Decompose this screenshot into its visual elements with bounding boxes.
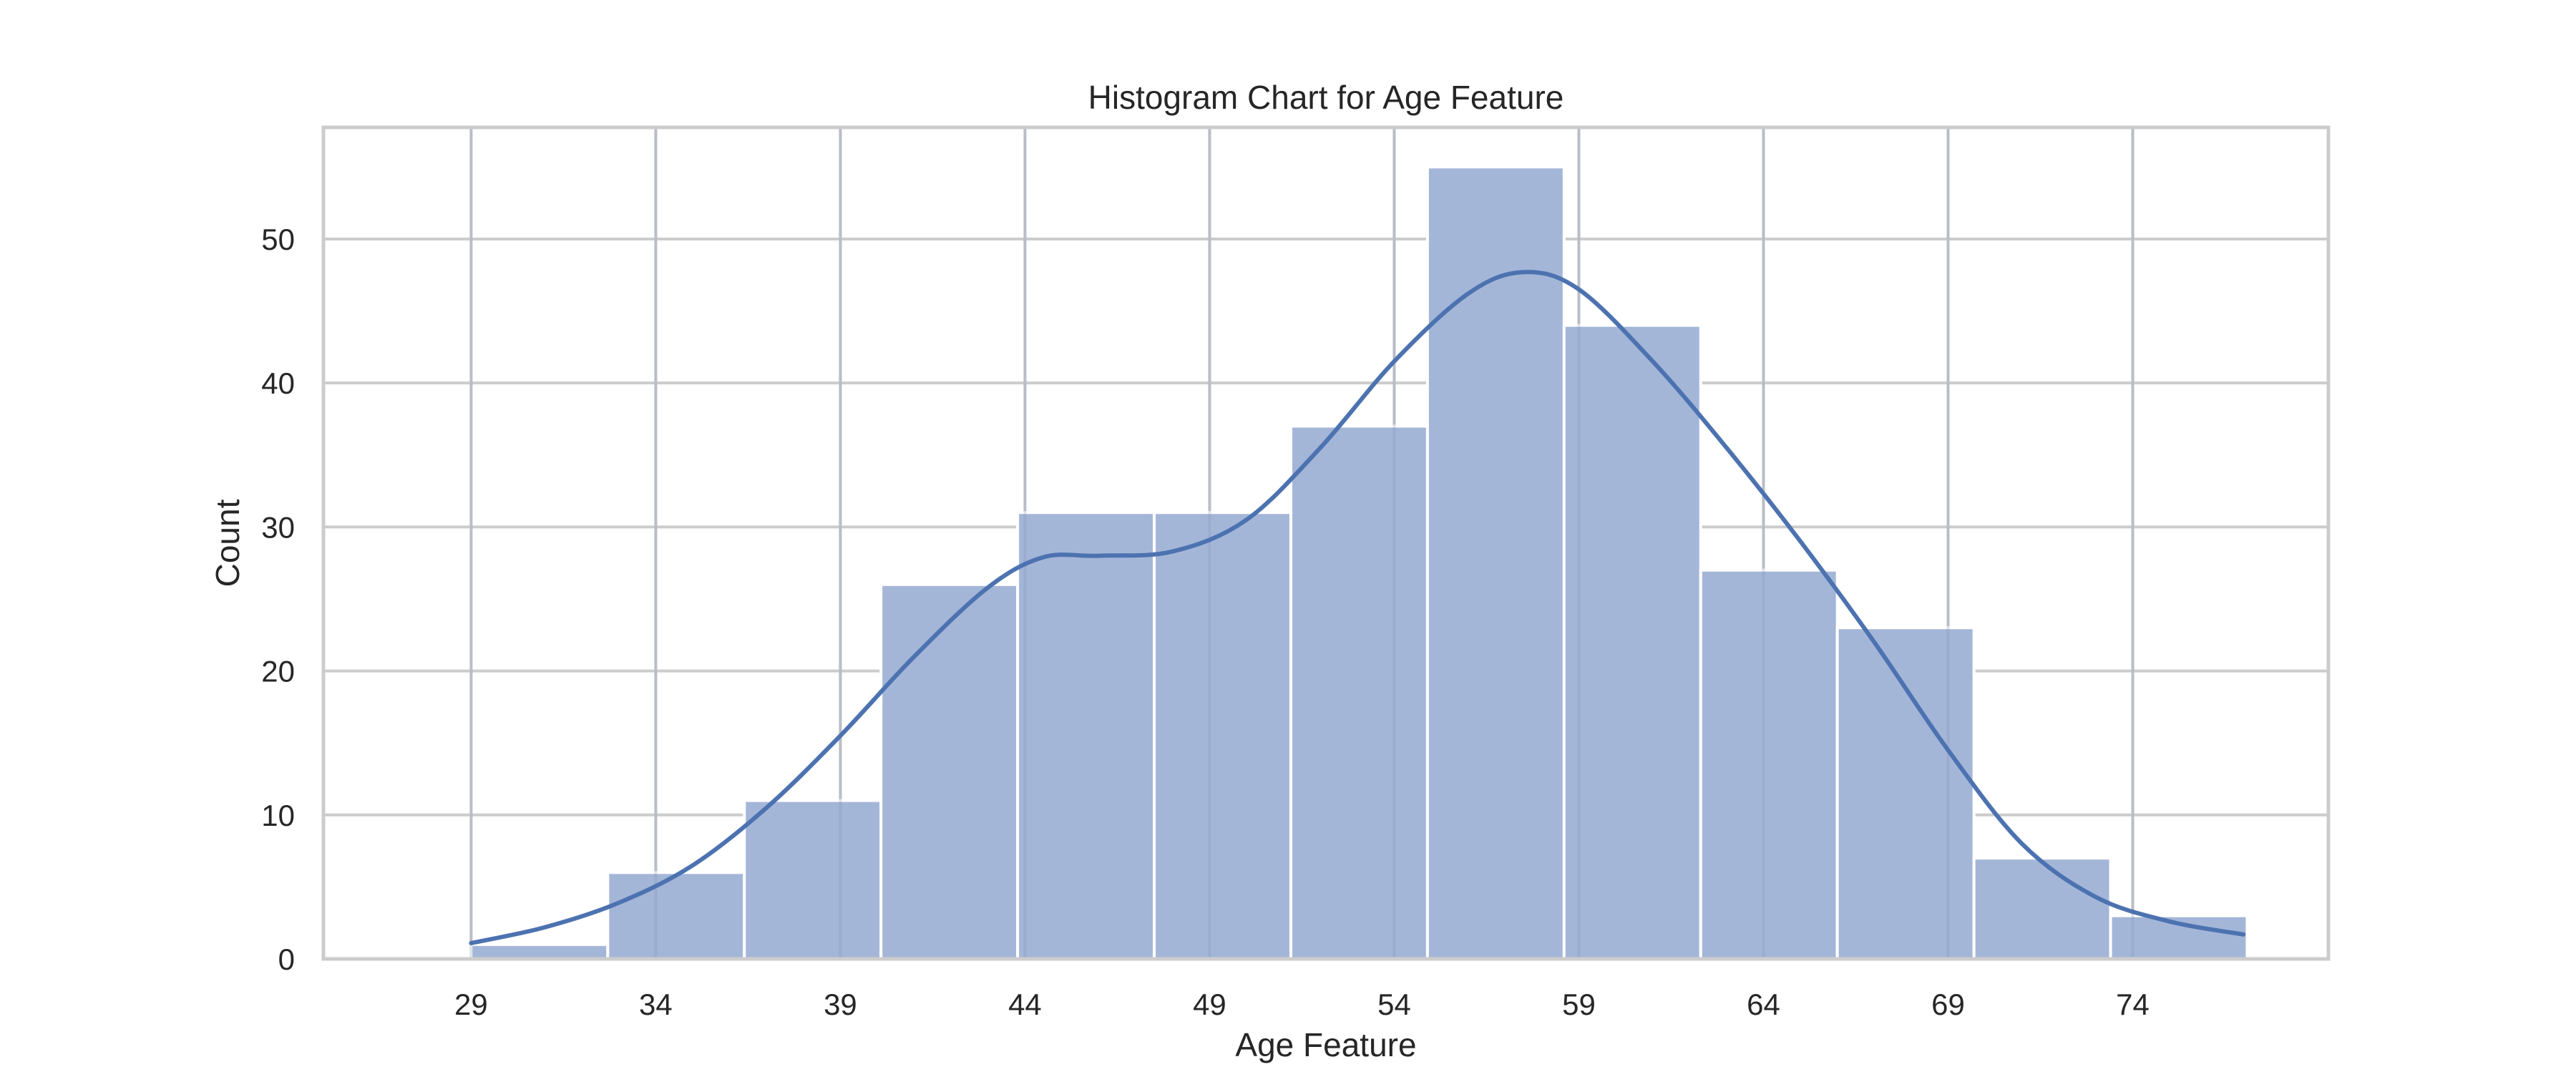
x-tick-label: 39 [824, 988, 857, 1021]
histogram-bar [743, 799, 883, 960]
x-tick-label: 74 [2116, 988, 2150, 1021]
histogram-bars [469, 127, 2249, 960]
histogram-bar [1016, 511, 1156, 960]
y-axis-label: Count [209, 499, 246, 587]
y-tick-label: 0 [278, 942, 295, 976]
histogram-bar [1425, 165, 1566, 960]
x-tick-label: 34 [639, 988, 673, 1021]
y-tick-label: 50 [261, 223, 295, 256]
histogram-bar [1153, 511, 1292, 960]
x-tick-labels: 29 34 39 44 49 54 59 64 69 74 [454, 988, 2150, 1021]
histogram-bar [1562, 323, 1702, 960]
x-tick-label: 49 [1193, 988, 1226, 1021]
x-tick-label: 69 [1931, 988, 1965, 1021]
kde-curve-group [469, 270, 2246, 945]
x-tick-label: 44 [1008, 988, 1042, 1021]
x-tick-label: 29 [454, 988, 488, 1021]
histogram-bar [879, 583, 1020, 960]
y-tick-label: 40 [261, 366, 295, 400]
histogram-bar [1699, 568, 1839, 960]
histogram-bar [1289, 424, 1429, 960]
y-tick-label: 20 [261, 655, 295, 688]
x-tick-label: 59 [1562, 988, 1596, 1021]
histogram-bar [1835, 626, 1976, 960]
histogram-bar [606, 871, 746, 960]
chart-title: Histogram Chart for Age Feature [1088, 79, 1564, 116]
histogram-bar [1972, 857, 2112, 960]
plot-frame [321, 125, 2331, 961]
x-axis-label: Age Feature [1235, 1026, 1416, 1063]
y-tick-label: 10 [261, 799, 295, 832]
histogram-bar [469, 942, 610, 960]
kde-curve [469, 270, 2246, 945]
y-tick-labels: 0 10 20 30 40 50 [261, 223, 295, 976]
y-tick-label: 30 [261, 510, 295, 544]
x-tick-label: 54 [1377, 988, 1411, 1021]
x-tick-label: 64 [1747, 988, 1780, 1021]
